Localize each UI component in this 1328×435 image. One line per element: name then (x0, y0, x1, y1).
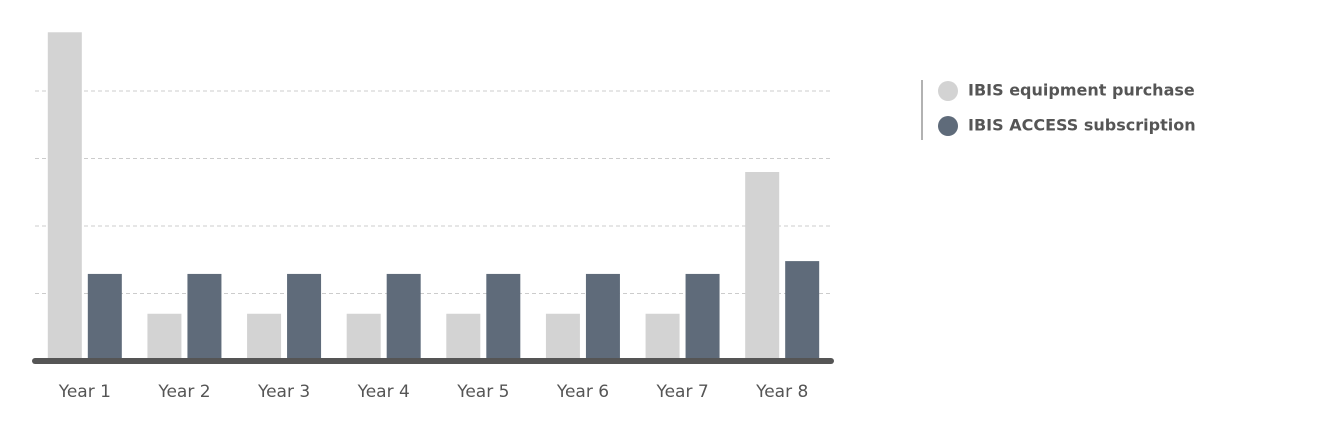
x-tick-label: Year 3 (257, 382, 310, 402)
x-tick-label: Year 6 (556, 382, 609, 402)
bar (645, 313, 680, 361)
bar (785, 261, 820, 361)
bar (745, 172, 780, 361)
bar (346, 313, 381, 361)
bar (685, 273, 720, 361)
x-tick-label: Year 4 (357, 382, 410, 402)
legend-label: IBIS ACCESS subscription (968, 116, 1196, 135)
bar (545, 313, 580, 361)
x-tick-label: Year 7 (655, 382, 708, 402)
bar (486, 273, 521, 361)
legend-label: IBIS equipment purchase (968, 81, 1195, 100)
bar (247, 313, 282, 361)
x-tick-label: Year 8 (755, 382, 808, 402)
bar (47, 32, 82, 362)
bar (147, 313, 182, 361)
legend-marker (938, 81, 958, 101)
x-tick-label: Year 5 (456, 382, 509, 402)
x-tick-label: Year 1 (58, 382, 111, 402)
bar (446, 313, 481, 361)
legend-marker (938, 116, 958, 136)
x-tick-label: Year 2 (157, 382, 210, 402)
bar (287, 273, 322, 361)
bar (87, 273, 122, 361)
bar (386, 273, 421, 361)
bar (585, 273, 620, 361)
bar (187, 273, 222, 361)
